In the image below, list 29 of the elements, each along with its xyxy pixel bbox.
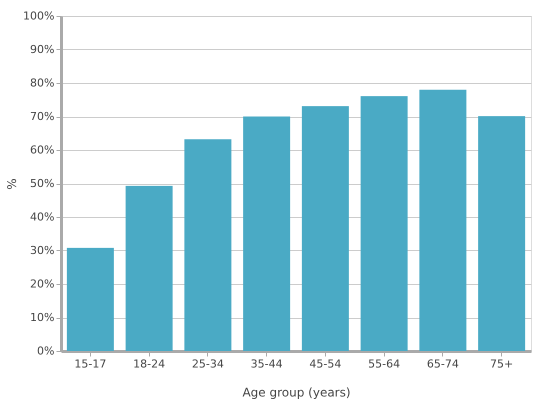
bar xyxy=(184,139,232,351)
y-tick-label: 20% xyxy=(30,278,54,290)
y-tick-label: 80% xyxy=(30,76,54,90)
y-tick-label: 40% xyxy=(30,210,54,224)
x-tick-label: 65-74 xyxy=(426,358,459,370)
bar xyxy=(126,186,173,351)
x-tick-label: 75+ xyxy=(490,358,514,370)
bar xyxy=(478,116,526,351)
bar xyxy=(360,96,408,351)
y-tick-label: 90% xyxy=(30,43,54,56)
bar xyxy=(419,90,466,351)
y-tick-label: 100% xyxy=(23,10,54,22)
bar xyxy=(66,248,114,351)
x-tick-label: 45-54 xyxy=(309,358,342,370)
x-tick-label: 55-64 xyxy=(368,358,400,370)
x-tick-label: 25-34 xyxy=(192,358,224,370)
x-axis-title: Age group (years) xyxy=(242,386,351,400)
y-tick-label: 10% xyxy=(30,311,54,324)
bar xyxy=(302,106,349,351)
y-tick-label: 60% xyxy=(30,144,54,156)
y-tick-label: 50% xyxy=(30,177,54,190)
y-axis-title: % xyxy=(5,178,20,190)
y-tick-label: 30% xyxy=(30,244,54,257)
x-tick-label: 15-17 xyxy=(74,358,106,370)
bar xyxy=(243,116,290,351)
y-tick-label: 70% xyxy=(30,110,54,123)
y-tick-label: 0% xyxy=(37,344,54,358)
x-tick-label: 18-24 xyxy=(133,358,166,370)
x-tick-label: 35-44 xyxy=(250,358,283,370)
